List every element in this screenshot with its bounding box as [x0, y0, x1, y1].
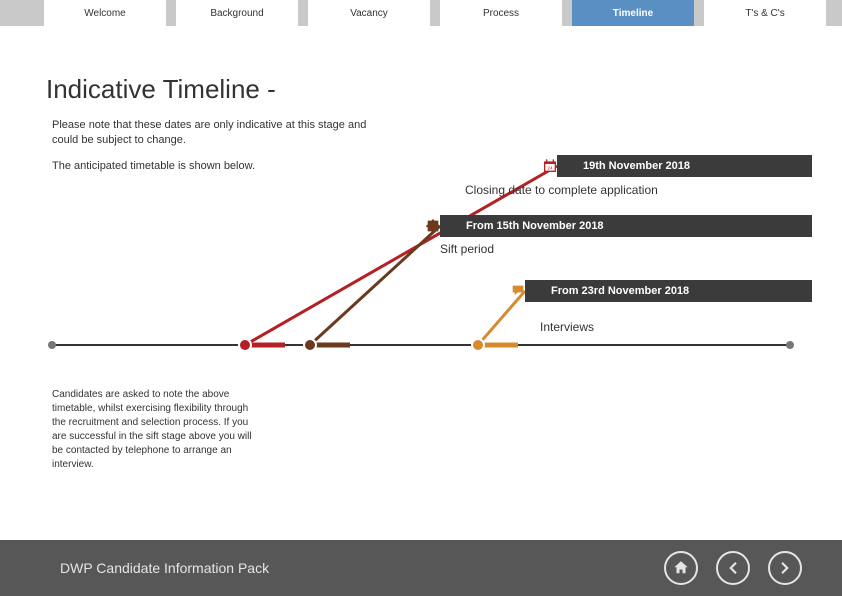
speech-icon — [507, 280, 529, 302]
milestone-bar-0: 19th November 2018 — [557, 155, 812, 177]
next-button[interactable] — [768, 551, 802, 585]
home-button[interactable] — [664, 551, 698, 585]
milestone-label-0: Closing date to complete application — [465, 183, 658, 197]
svg-text:24: 24 — [547, 165, 553, 170]
prev-button[interactable] — [716, 551, 750, 585]
milestone-label-1: Sift period — [440, 242, 494, 256]
calendar-icon: 24 — [539, 155, 561, 177]
milestone-label-2: Interviews — [540, 320, 594, 334]
arrow-left-icon — [724, 559, 742, 577]
milestone-date: From 23rd November 2018 — [551, 285, 689, 297]
milestone-bar-2: From 23rd November 2018 — [525, 280, 812, 302]
home-icon — [672, 559, 690, 577]
footer-title: DWP Candidate Information Pack — [60, 560, 269, 576]
arrow-right-icon — [776, 559, 794, 577]
footer: DWP Candidate Information Pack — [0, 540, 842, 596]
puzzle-icon — [422, 215, 444, 237]
candidates-note: Candidates are asked to note the above t… — [52, 388, 262, 472]
milestone-date: From 15th November 2018 — [466, 220, 604, 232]
milestone-date: 19th November 2018 — [583, 160, 690, 172]
milestone-bar-1: From 15th November 2018 — [440, 215, 812, 237]
